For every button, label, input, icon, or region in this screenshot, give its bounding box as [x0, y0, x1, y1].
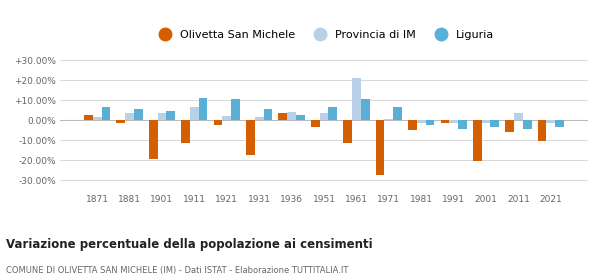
Bar — [352, 78, 361, 120]
Text: COMUNE DI OLIVETTA SAN MICHELE (IM) - Dati ISTAT - Elaborazione TUTTITALIA.IT: COMUNE DI OLIVETTA SAN MICHELE (IM) - Da… — [6, 266, 349, 275]
Bar — [393, 108, 402, 120]
Bar — [125, 113, 134, 120]
Bar — [408, 120, 417, 130]
Bar — [134, 109, 143, 120]
Bar — [417, 120, 425, 123]
Bar — [458, 120, 467, 129]
Bar — [547, 120, 555, 123]
Bar — [361, 99, 370, 120]
Bar — [296, 115, 305, 120]
Bar — [376, 120, 385, 175]
Bar — [246, 120, 255, 155]
Bar — [278, 113, 287, 120]
Legend: Olivetta San Michele, Provincia di IM, Liguria: Olivetta San Michele, Provincia di IM, L… — [149, 25, 499, 44]
Text: Variazione percentuale della popolazione ai censimenti: Variazione percentuale della popolazione… — [6, 238, 373, 251]
Bar — [231, 99, 240, 120]
Bar — [523, 120, 532, 129]
Bar — [473, 120, 482, 161]
Bar — [101, 108, 110, 120]
Bar — [311, 120, 320, 127]
Bar — [538, 120, 547, 141]
Bar — [223, 116, 231, 120]
Bar — [440, 120, 449, 123]
Bar — [343, 120, 352, 143]
Bar — [514, 113, 523, 120]
Bar — [425, 120, 434, 125]
Bar — [199, 98, 208, 120]
Bar — [181, 120, 190, 143]
Bar — [263, 109, 272, 120]
Bar — [555, 120, 564, 127]
Bar — [449, 120, 458, 123]
Bar — [190, 108, 199, 120]
Bar — [328, 108, 337, 120]
Bar — [166, 111, 175, 120]
Bar — [490, 120, 499, 127]
Bar — [482, 120, 490, 123]
Bar — [149, 120, 158, 159]
Bar — [158, 113, 166, 120]
Bar — [84, 115, 93, 120]
Bar — [93, 117, 101, 120]
Bar — [287, 112, 296, 120]
Bar — [385, 119, 393, 120]
Bar — [214, 120, 223, 125]
Bar — [255, 117, 263, 120]
Bar — [116, 120, 125, 123]
Bar — [320, 113, 328, 120]
Bar — [505, 120, 514, 132]
